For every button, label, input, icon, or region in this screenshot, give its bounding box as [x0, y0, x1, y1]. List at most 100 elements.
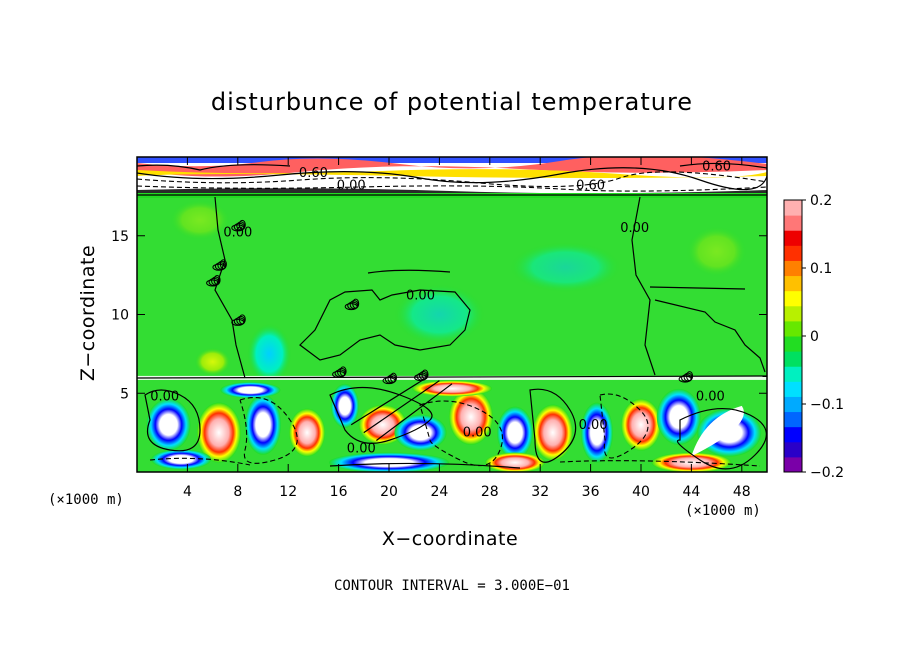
colorbar-swatch	[784, 381, 802, 397]
colorbar-swatch	[784, 260, 802, 277]
colorbar-swatch	[784, 411, 802, 428]
contour-line	[529, 388, 577, 463]
contour-cluster	[213, 275, 221, 285]
x-tick-label: 40	[632, 484, 650, 500]
x-unit-label-left: (×1000 m)	[48, 492, 124, 508]
cold-anomaly	[656, 388, 701, 445]
cold-anomaly	[146, 398, 191, 451]
contour-label: 0.00	[150, 389, 179, 404]
colorbar-swatch	[784, 305, 802, 322]
contour-line	[631, 196, 656, 376]
x-tick-label: 36	[582, 484, 600, 500]
x-unit-label-right: (×1000 m)	[685, 503, 761, 519]
x-tick-label: 20	[380, 484, 398, 500]
colorbar-swatch	[784, 230, 802, 246]
colorbar-swatch	[784, 290, 802, 307]
contour-line	[137, 185, 767, 192]
cold-anomaly	[394, 414, 447, 451]
contour-label: 0.60	[576, 178, 605, 193]
contour-line	[214, 196, 246, 379]
contour-line	[559, 460, 761, 467]
contour-line	[367, 269, 451, 274]
field-top-band-blue	[137, 157, 767, 163]
field-cyan-region	[247, 323, 292, 384]
contour-line	[239, 396, 298, 464]
y-tick-label: 10	[111, 308, 129, 324]
x-tick-label: 48	[733, 484, 751, 500]
colorbar-swatch	[784, 275, 802, 292]
contour-line	[137, 375, 767, 379]
x-tick-label: 32	[531, 484, 549, 500]
colorbar-swatch	[784, 366, 802, 382]
contour-line	[137, 171, 767, 188]
warm-anomaly	[289, 408, 326, 457]
contour-cluster	[352, 298, 360, 309]
contour-label: 0.00	[579, 418, 608, 433]
colorbar-swatch	[784, 245, 802, 261]
cold-anomaly	[151, 449, 212, 470]
cold-core	[691, 405, 744, 457]
contour-cluster	[238, 314, 246, 325]
contour-line	[329, 386, 433, 444]
contour-label: 0.60	[299, 166, 328, 181]
contour-line	[350, 376, 453, 441]
contour-lines	[137, 162, 767, 470]
colorbar-swatch	[784, 215, 802, 231]
colorbar-swatch	[784, 396, 802, 413]
contour-line	[676, 407, 767, 470]
contour-labels: 0.60 0.00 0.60 0.60 0.00 0.00 0.00 0.00 0.00 0.00…	[150, 159, 731, 456]
colorbar-swatch	[784, 320, 802, 337]
x-tick-label: 24	[430, 484, 448, 500]
cold-anomaly	[329, 452, 449, 472]
contour-label: 0.00	[337, 178, 366, 193]
field-yellow-region	[686, 226, 747, 277]
colorbar-tick-label: 0	[810, 329, 819, 345]
colorbar-tick-label: −0.1	[810, 397, 844, 413]
y-tick-label: 5	[120, 386, 129, 402]
contour-cluster	[238, 219, 246, 230]
contour-label: 0.00	[620, 221, 649, 236]
contour-cluster	[339, 366, 347, 377]
colorbar: 0.2 0.1 0 −0.1 −0.2	[783, 193, 844, 481]
contour-label: 0.60	[702, 159, 731, 174]
warm-anomaly	[532, 404, 573, 461]
contour-label: 0.00	[696, 389, 725, 404]
colorbar-swatch	[784, 336, 802, 352]
contour-cluster	[686, 371, 694, 382]
contour-label: 0.00	[347, 441, 376, 456]
field-yellow-region	[170, 200, 230, 240]
contour-interval-text: CONTOUR INTERVAL = 3.000E−01	[333, 578, 570, 594]
colorbar-swatch	[784, 426, 802, 443]
field-top-band-yellow	[137, 169, 767, 178]
colorbar-tick-label: −0.2	[810, 465, 844, 481]
warm-anomaly	[196, 402, 241, 463]
chart-title: disturbunce of potential temperature	[210, 88, 694, 116]
contour-line	[299, 289, 471, 361]
x-tick-label: 8	[233, 484, 242, 500]
colorbar-swatch	[784, 456, 802, 473]
colorbar-swatch	[784, 351, 802, 367]
cold-anomaly	[245, 394, 281, 455]
contour-line	[144, 389, 201, 452]
contour-line	[599, 393, 649, 459]
contour-label: 0.00	[463, 426, 492, 441]
colorbar-tick-label: 0.1	[810, 261, 832, 277]
warm-anomaly	[485, 452, 545, 472]
field-yellow-region	[194, 347, 231, 376]
x-axis-label: X−coordinate	[381, 528, 519, 550]
contour-line	[137, 162, 767, 171]
field-top-band-red	[137, 157, 767, 177]
cold-anomaly	[330, 383, 359, 428]
contour-line	[649, 286, 766, 373]
colorbar-tick-label: 0.2	[810, 193, 832, 209]
warm-anomaly	[621, 398, 661, 451]
field-cyan-region	[510, 242, 621, 293]
colorbar-swatch	[784, 441, 802, 458]
cold-anomaly	[580, 402, 613, 463]
contour-line	[419, 400, 504, 467]
warm-anomaly	[412, 380, 492, 397]
contour-cluster	[390, 372, 397, 383]
